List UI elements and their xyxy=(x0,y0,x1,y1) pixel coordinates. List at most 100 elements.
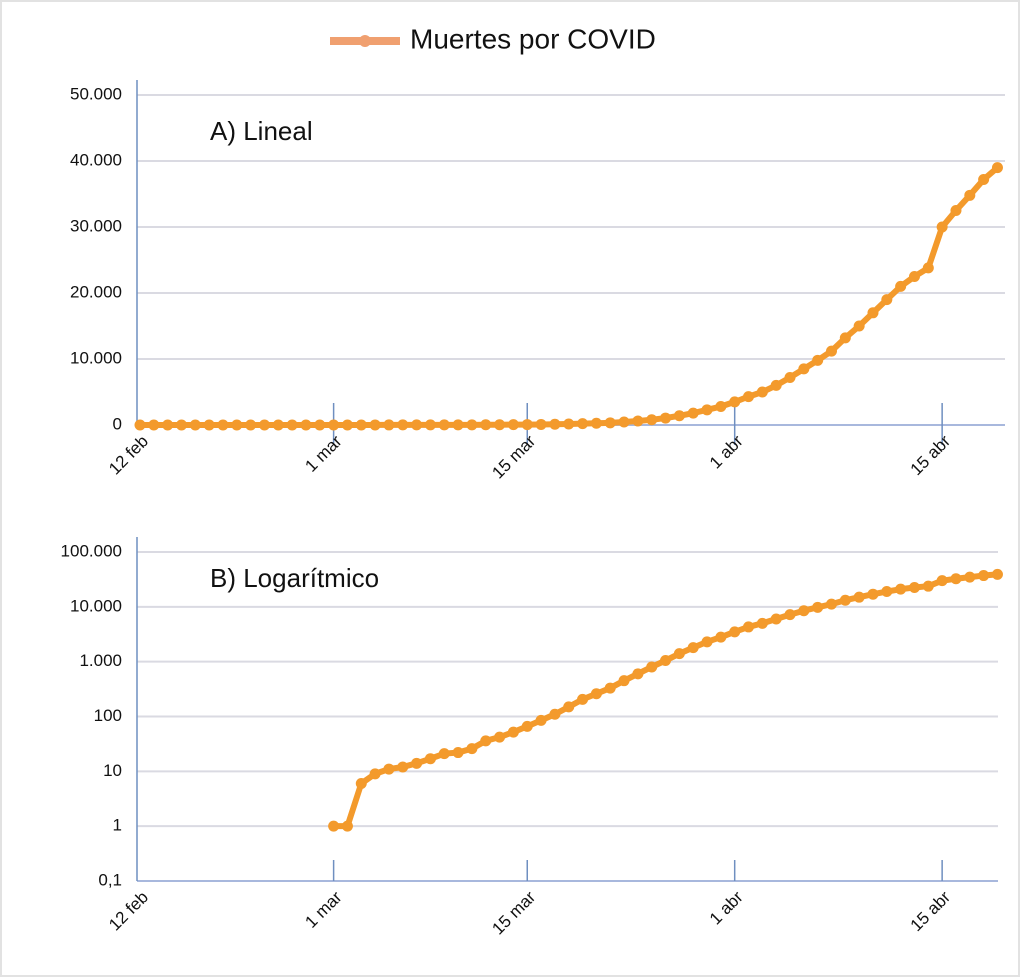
point xyxy=(203,419,215,431)
point xyxy=(908,271,920,282)
point xyxy=(383,763,395,775)
point xyxy=(839,332,851,344)
point xyxy=(770,613,782,625)
point xyxy=(701,404,713,416)
point xyxy=(770,379,782,391)
point xyxy=(466,419,478,431)
point xyxy=(743,391,755,403)
point xyxy=(922,262,934,274)
panel-title: A) Lineal xyxy=(210,116,313,146)
point xyxy=(743,621,755,633)
point xyxy=(632,668,644,680)
point xyxy=(452,419,464,431)
point xyxy=(549,418,561,430)
point xyxy=(729,626,741,638)
point xyxy=(563,701,575,713)
point xyxy=(148,419,160,431)
point xyxy=(424,419,436,431)
point xyxy=(978,173,990,185)
legend-dot xyxy=(359,35,371,47)
point xyxy=(577,693,589,705)
point xyxy=(895,280,907,292)
point xyxy=(687,642,699,654)
point xyxy=(424,753,436,765)
point xyxy=(950,205,962,216)
point xyxy=(355,419,367,431)
point xyxy=(189,419,201,431)
point xyxy=(646,661,658,673)
point xyxy=(867,588,879,600)
point xyxy=(507,726,519,738)
y-tick-label: 0 xyxy=(113,414,122,433)
point xyxy=(881,294,893,306)
point xyxy=(521,419,533,431)
point xyxy=(494,419,506,431)
y-tick-label: 10.000 xyxy=(70,596,122,615)
point xyxy=(604,682,616,694)
point xyxy=(839,594,851,606)
point xyxy=(812,601,824,613)
y-tick-label: 50.000 xyxy=(70,84,122,103)
point xyxy=(286,419,298,431)
point xyxy=(729,396,741,408)
point xyxy=(812,354,824,366)
y-tick-label: 10.000 xyxy=(70,348,122,367)
point xyxy=(175,419,187,431)
y-tick-label: 100.000 xyxy=(61,541,122,560)
point xyxy=(853,591,865,603)
point xyxy=(507,419,519,431)
point xyxy=(452,747,464,759)
y-tick-label: 1 xyxy=(113,816,122,835)
point xyxy=(618,675,630,687)
point xyxy=(853,320,865,332)
point xyxy=(231,419,243,431)
y-tick-label: 1.000 xyxy=(79,651,122,670)
point xyxy=(341,820,353,832)
point xyxy=(590,417,602,429)
point xyxy=(272,419,284,431)
point xyxy=(867,307,879,319)
panel-title: B) Logarítmico xyxy=(210,563,379,593)
point xyxy=(756,617,768,629)
y-tick-label: 100 xyxy=(94,706,122,725)
point xyxy=(328,820,340,832)
y-tick-label: 10 xyxy=(103,761,122,780)
point xyxy=(480,419,492,431)
point xyxy=(687,407,699,419)
point xyxy=(632,415,644,427)
point xyxy=(784,609,796,621)
point xyxy=(936,221,948,233)
point xyxy=(826,598,837,610)
point xyxy=(217,419,229,431)
point xyxy=(798,605,810,617)
point xyxy=(577,418,589,430)
point xyxy=(162,419,174,431)
point xyxy=(784,371,796,383)
point xyxy=(964,571,976,583)
point xyxy=(618,416,630,428)
point xyxy=(535,714,547,726)
point xyxy=(369,768,381,780)
point xyxy=(660,412,672,424)
point xyxy=(328,419,340,431)
point xyxy=(590,688,602,700)
point xyxy=(341,419,353,431)
point xyxy=(991,162,1003,174)
point xyxy=(604,417,616,429)
point xyxy=(438,748,450,760)
point xyxy=(355,777,367,789)
point xyxy=(798,363,810,375)
point xyxy=(134,419,146,431)
point xyxy=(535,418,547,430)
point xyxy=(411,757,423,769)
point xyxy=(245,419,257,431)
legend-label: Muertes por COVID xyxy=(410,23,656,54)
point xyxy=(383,419,395,431)
point xyxy=(673,648,685,660)
y-tick-label: 30.000 xyxy=(70,216,122,235)
point xyxy=(936,575,948,587)
point xyxy=(701,636,713,648)
y-tick-label: 40.000 xyxy=(70,150,122,169)
